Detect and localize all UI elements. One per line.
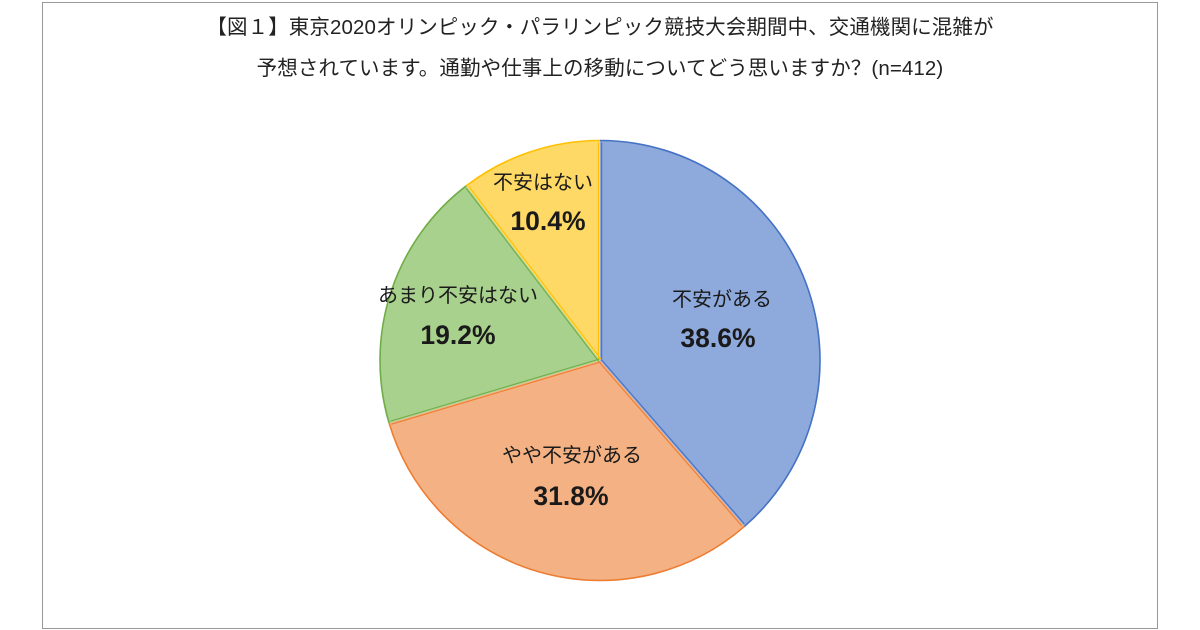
svg-text:不安はない: 不安はない [493,171,593,194]
svg-text:あまり不安はない: あまり不安はない [378,284,538,307]
svg-text:31.8%: 31.8% [533,481,608,511]
svg-text:10.4%: 10.4% [510,206,585,236]
svg-text:不安がある: 不安がある [672,288,772,311]
svg-text:やや不安がある: やや不安がある [502,444,642,467]
svg-text:38.6%: 38.6% [680,323,755,353]
svg-text:19.2%: 19.2% [420,320,495,350]
